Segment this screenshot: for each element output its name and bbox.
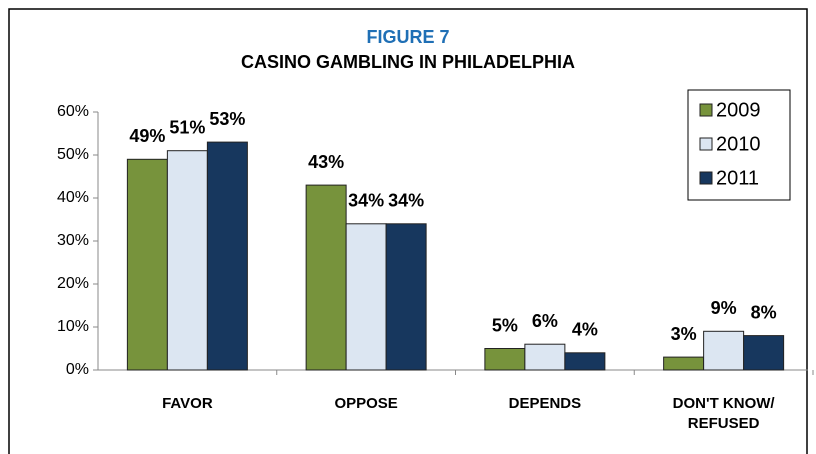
y-tick-label: 50%	[57, 146, 89, 163]
legend-label: 2011	[716, 167, 759, 189]
data-label: 34%	[388, 191, 424, 211]
data-label: 3%	[671, 324, 697, 344]
x-tick-label: DON'T KNOW/ REFUSED	[672, 395, 775, 432]
y-tick-label: 20%	[57, 275, 89, 292]
bar	[126, 158, 168, 371]
data-label: 8%	[751, 302, 777, 322]
legend-label: 2009	[716, 99, 761, 121]
bar	[385, 223, 427, 371]
data-label: 51%	[169, 117, 205, 137]
bar	[524, 343, 566, 371]
data-label: 43%	[308, 152, 344, 172]
bar	[305, 184, 347, 371]
bar	[206, 141, 248, 371]
chart-title: FIGURE 7	[366, 27, 449, 47]
legend-swatch	[699, 137, 713, 151]
x-tick-label: OPPOSE	[334, 395, 398, 412]
legend-swatch	[699, 103, 713, 117]
data-label: 5%	[492, 315, 518, 335]
bar	[166, 150, 208, 371]
y-tick-label: 40%	[57, 189, 89, 206]
legend-label: 2010	[716, 133, 761, 155]
x-tick-label: DEPENDS	[508, 395, 582, 412]
bar	[663, 356, 705, 371]
bar	[743, 335, 785, 371]
data-label: 9%	[711, 298, 737, 318]
y-tick-label: 60%	[57, 103, 89, 120]
bar	[484, 348, 526, 371]
bar	[564, 352, 606, 371]
data-label: 4%	[572, 320, 598, 340]
legend-swatch	[699, 171, 713, 185]
bar	[345, 223, 387, 371]
y-tick-label: 30%	[57, 232, 89, 249]
y-tick-label: 10%	[57, 318, 89, 335]
chart-subtitle: CASINO GAMBLING IN PHILADELPHIA	[241, 52, 575, 72]
data-label: 34%	[348, 191, 384, 211]
data-label: 53%	[209, 109, 245, 129]
data-label: 49%	[129, 126, 165, 146]
x-tick-label: FAVOR	[162, 395, 213, 412]
y-tick-label: 0%	[66, 361, 89, 378]
frame	[8, 8, 808, 454]
data-label: 6%	[532, 311, 558, 331]
bar	[703, 330, 745, 371]
